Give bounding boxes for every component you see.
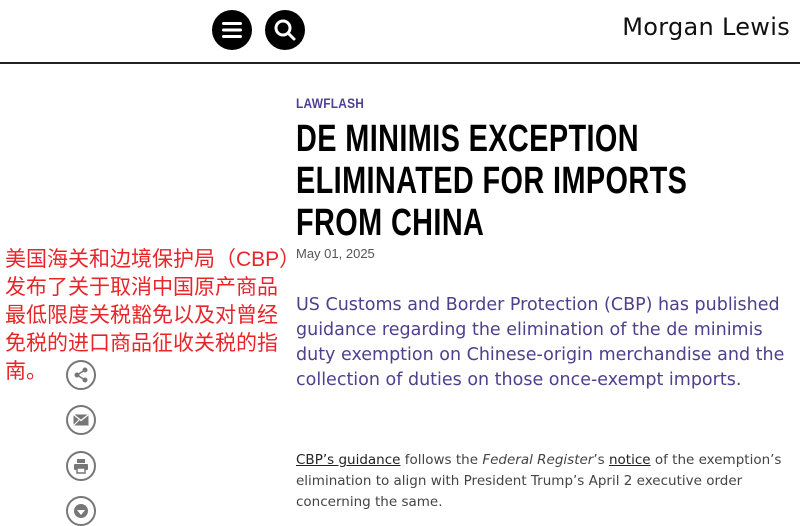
article-body: CBP’s guidance follows the Federal Regis… bbox=[296, 450, 786, 513]
body-italic: Federal Register bbox=[482, 452, 594, 468]
body-text: follows the bbox=[400, 452, 483, 468]
share-button[interactable] bbox=[66, 360, 96, 390]
search-icon bbox=[274, 19, 296, 41]
brand-logo[interactable]: Morgan Lewis bbox=[622, 13, 790, 41]
share-icon bbox=[74, 367, 88, 383]
translation-overlay: 美国海关和边境保护局（CBP） 发布了关于取消中国原产商品 最低限度关税豁免以及… bbox=[5, 248, 301, 383]
print-icon bbox=[74, 459, 88, 474]
title-line: ELIMINATED FOR IMPORTS bbox=[296, 160, 688, 202]
article-summary: US Customs and Border Protection (CBP) h… bbox=[296, 295, 785, 390]
cbp-guidance-link[interactable]: CBP’s guidance bbox=[296, 452, 401, 468]
title-line: DE MINIMIS EXCEPTION bbox=[296, 118, 639, 160]
download-icon bbox=[74, 504, 88, 518]
search-button[interactable] bbox=[265, 10, 305, 50]
notice-link[interactable]: notice bbox=[608, 452, 651, 468]
email-icon bbox=[73, 414, 89, 426]
print-button[interactable] bbox=[66, 451, 96, 481]
download-button[interactable] bbox=[66, 496, 96, 526]
email-button[interactable] bbox=[66, 405, 96, 435]
body-text: of the exemption’s elimination to align … bbox=[296, 452, 782, 510]
page-title: DE MINIMIS EXCEPTION ELIMINATED FOR IMPO… bbox=[296, 118, 800, 244]
article-category: LAWFLASH bbox=[296, 95, 365, 111]
title-line: FROM CHINA bbox=[296, 202, 485, 244]
body-text: ’s bbox=[593, 452, 609, 468]
hamburger-icon bbox=[222, 22, 242, 38]
publish-date: May 01, 2025 bbox=[296, 246, 375, 261]
site-header: Morgan Lewis bbox=[0, 0, 800, 64]
menu-button[interactable] bbox=[212, 10, 252, 50]
